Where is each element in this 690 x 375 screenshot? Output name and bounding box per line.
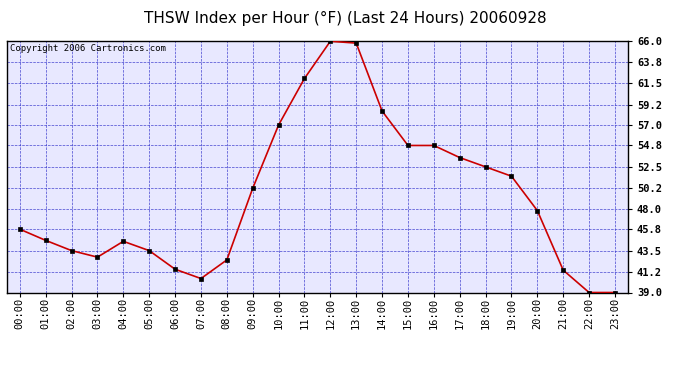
Text: Copyright 2006 Cartronics.com: Copyright 2006 Cartronics.com xyxy=(10,44,166,53)
Text: THSW Index per Hour (°F) (Last 24 Hours) 20060928: THSW Index per Hour (°F) (Last 24 Hours)… xyxy=(144,11,546,26)
